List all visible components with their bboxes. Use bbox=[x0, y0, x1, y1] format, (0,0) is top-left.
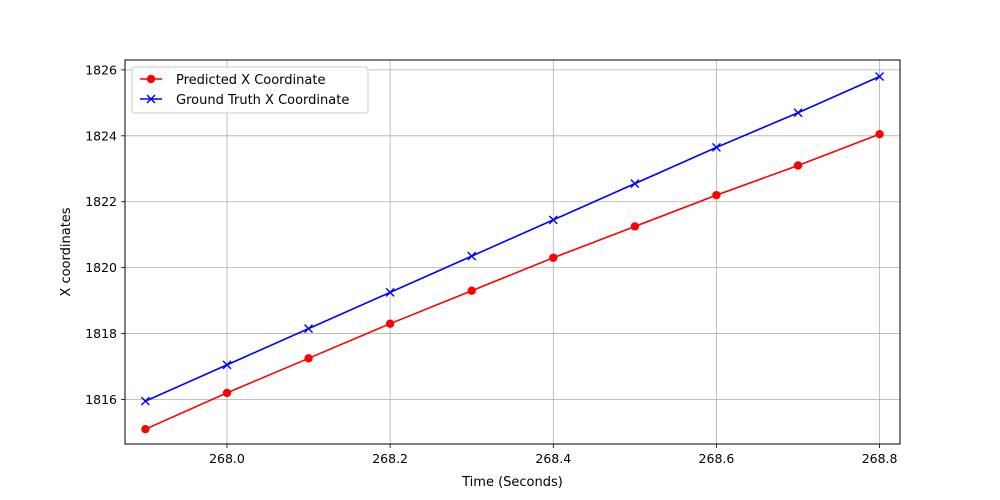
series-line bbox=[145, 75, 880, 402]
data-point bbox=[711, 142, 721, 152]
grid-lines bbox=[125, 60, 900, 444]
legend-label-ground-truth: Ground Truth X Coordinate bbox=[176, 93, 349, 108]
data-point bbox=[467, 286, 476, 295]
series-layer bbox=[140, 71, 885, 434]
data-point bbox=[141, 424, 150, 434]
data-point bbox=[630, 222, 640, 231]
data-point bbox=[385, 319, 395, 328]
series-line bbox=[145, 133, 880, 430]
data-point bbox=[385, 287, 395, 297]
legend-label-predicted: Predicted X Coordinate bbox=[176, 73, 325, 88]
data-point bbox=[549, 253, 558, 262]
y-tick-label: 1822 bbox=[85, 194, 117, 209]
data-point bbox=[304, 354, 313, 363]
data-point bbox=[875, 71, 885, 81]
y-tick-label: 1826 bbox=[85, 62, 117, 77]
x-tick-label: 268.8 bbox=[862, 451, 898, 466]
y-axis: 1816 1818 1820 1822 1824 1826 bbox=[85, 62, 125, 407]
y-tick-label: 1816 bbox=[85, 392, 117, 407]
x-axis-title: Time (Seconds) bbox=[461, 475, 563, 490]
data-point bbox=[630, 179, 640, 189]
x-tick-label: 268.2 bbox=[372, 451, 408, 466]
data-point bbox=[140, 396, 150, 406]
data-point bbox=[793, 161, 803, 170]
series-predicted bbox=[141, 129, 884, 434]
x-tick-label: 268.0 bbox=[209, 451, 245, 466]
data-point bbox=[222, 388, 232, 398]
x-axis: 268.0 268.2 268.4 268.6 268.8 bbox=[209, 444, 898, 466]
legend: Predicted X Coordinate Ground Truth X Co… bbox=[131, 66, 369, 114]
legend-marker-predicted bbox=[146, 74, 156, 84]
data-point bbox=[712, 190, 721, 200]
plot-frame bbox=[124, 59, 901, 445]
legend-marker-ground-truth bbox=[146, 94, 156, 104]
data-point bbox=[222, 360, 232, 370]
y-tick-label: 1818 bbox=[85, 326, 117, 341]
y-axis-title: X coordinates bbox=[59, 207, 74, 296]
data-point bbox=[304, 324, 314, 334]
data-point bbox=[875, 129, 884, 139]
data-point bbox=[793, 108, 803, 118]
y-tick-label: 1820 bbox=[85, 260, 117, 275]
x-tick-label: 268.6 bbox=[699, 451, 735, 466]
data-point bbox=[467, 251, 477, 261]
data-point bbox=[548, 215, 558, 225]
y-tick-label: 1824 bbox=[85, 128, 117, 143]
legend-box bbox=[131, 66, 369, 114]
x-tick-label: 268.4 bbox=[535, 451, 571, 466]
series-ground-truth bbox=[140, 71, 885, 406]
